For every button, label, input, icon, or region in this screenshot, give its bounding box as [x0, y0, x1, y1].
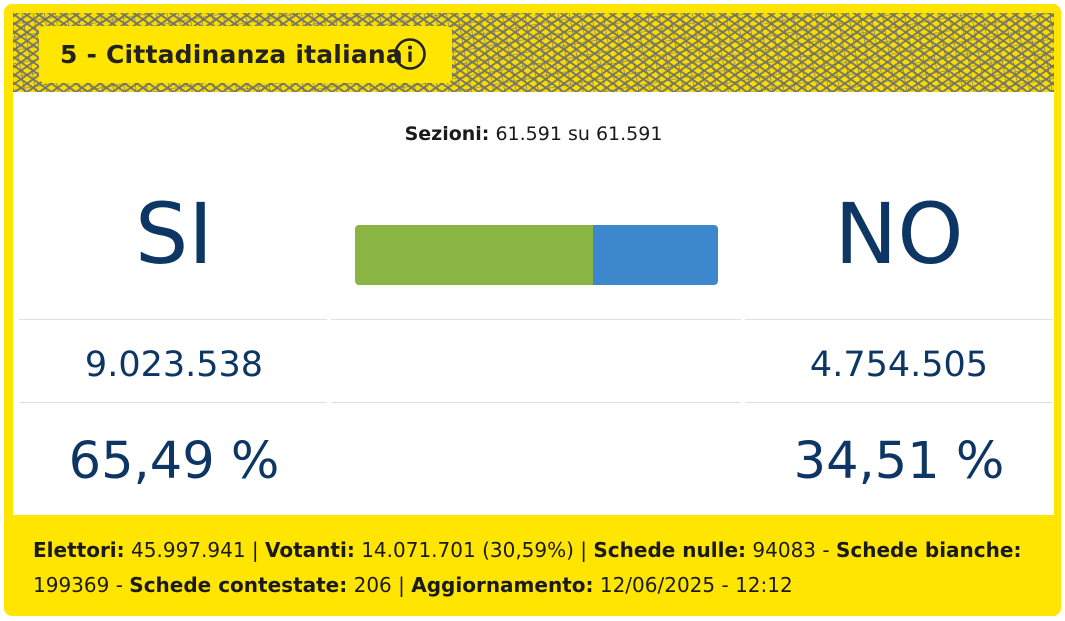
divider: [745, 402, 1053, 403]
bar-segment-si: [355, 225, 593, 285]
page-title: 5 - Cittadinanza italiana: [60, 40, 403, 69]
divider: [745, 319, 1053, 320]
title-badge: 5 - Cittadinanza italiana: [39, 26, 452, 83]
info-circle-icon[interactable]: [393, 37, 427, 71]
no-label: NO: [834, 185, 964, 283]
no-percent: 34,51 %: [793, 432, 1005, 491]
schede-nulle-label: Schede nulle:: [593, 538, 747, 562]
votanti-value: 14.071.701 (30,59%): [361, 538, 574, 562]
divider: [19, 319, 327, 320]
sezioni-info: Sezioni: 61.591 su 61.591: [13, 123, 1054, 145]
referendum-card: 5 - Cittadinanza italiana Sezioni: 61.59…: [4, 4, 1061, 616]
divider: [19, 402, 327, 403]
turnout-summary: Elettori: 45.997.941 | Votanti: 14.071.7…: [33, 538, 1022, 597]
schede-bianche-label: Schede bianche:: [835, 538, 1022, 562]
elettori-value: 45.997.941: [131, 538, 246, 562]
si-percent: 65,49 %: [68, 432, 280, 491]
no-votes: 4.754.505: [809, 345, 989, 385]
aggiornamento-value: 12/06/2025 - 12:12: [599, 573, 793, 597]
schede-contestate-label: Schede contestate:: [129, 573, 348, 597]
sezioni-label: Sezioni:: [404, 123, 490, 145]
sezioni-value: 61.591 su 61.591: [495, 123, 663, 145]
bar-segment-no: [592, 225, 718, 285]
votanti-label: Votanti:: [265, 538, 355, 562]
schede-nulle-value: 94083: [752, 538, 817, 562]
si-votes: 9.023.538: [84, 345, 264, 385]
divider: [331, 319, 741, 320]
divider: [331, 402, 741, 403]
elettori-label: Elettori:: [33, 538, 125, 562]
schede-contestate-value: 206: [353, 573, 392, 597]
si-label: SI: [134, 185, 214, 283]
results-panel: Sezioni: 61.591 su 61.591 SI NO 9.023.53…: [13, 92, 1054, 515]
aggiornamento-label: Aggiornamento:: [411, 573, 594, 597]
schede-bianche-value: 199369: [33, 573, 110, 597]
results-bar: [355, 225, 718, 285]
